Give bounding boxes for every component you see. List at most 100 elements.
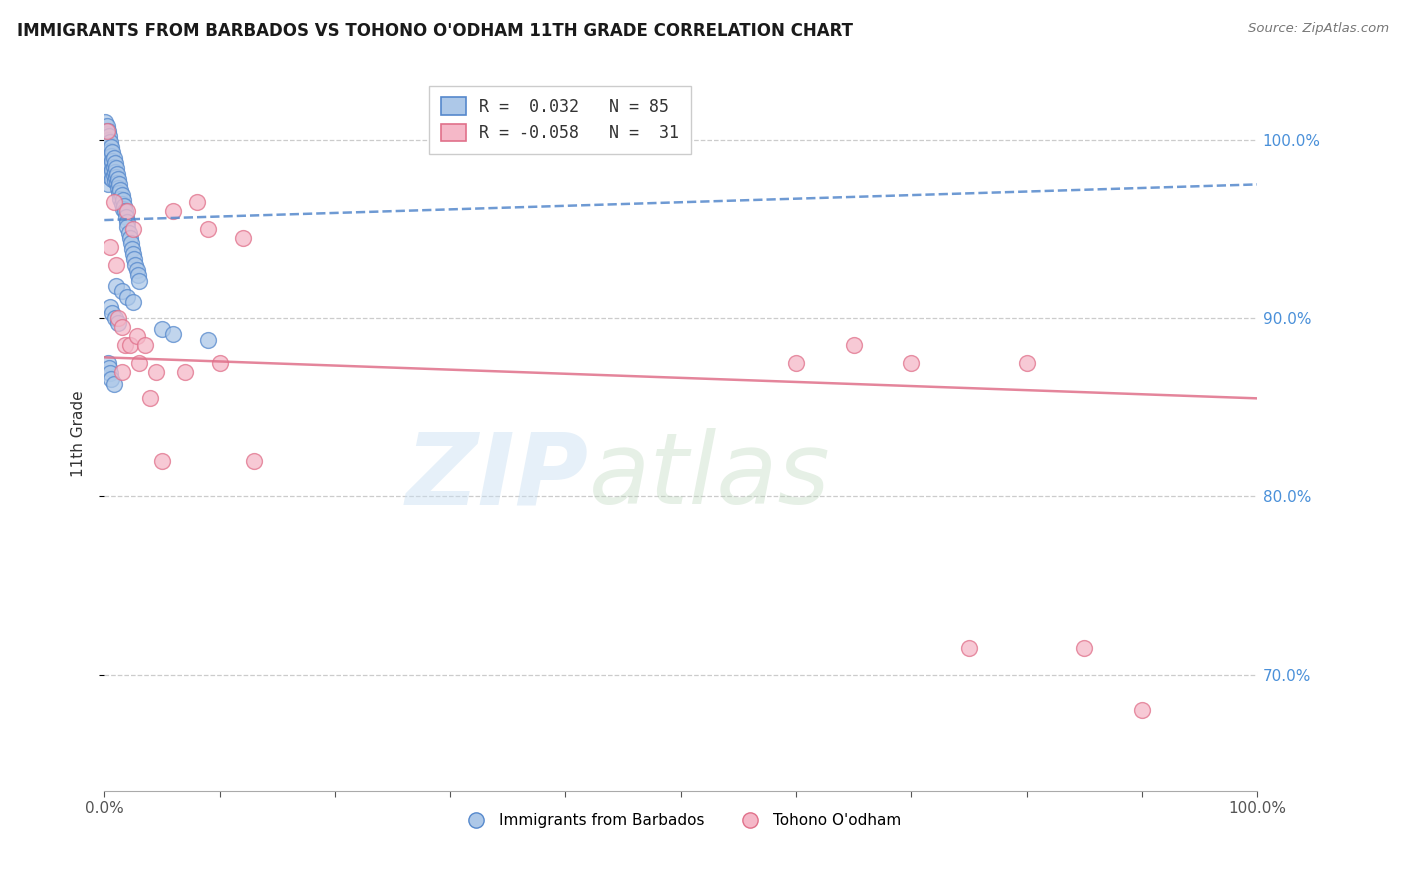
Point — [97, 165, 120, 179]
Point — [107, 311, 129, 326]
Point — [100, 149, 122, 163]
Point — [150, 322, 173, 336]
Point — [110, 197, 132, 211]
Point — [112, 199, 135, 213]
Point — [94, 133, 117, 147]
Point — [100, 372, 122, 386]
Point — [97, 178, 120, 192]
Point — [96, 154, 118, 169]
Point — [94, 142, 117, 156]
Point — [104, 165, 127, 179]
Point — [122, 222, 145, 236]
Point — [103, 151, 125, 165]
Point — [104, 161, 127, 176]
Point — [115, 210, 138, 224]
Point — [108, 186, 131, 201]
Point — [97, 142, 120, 156]
Point — [122, 247, 145, 261]
Point — [97, 151, 120, 165]
Point — [98, 170, 121, 185]
Point — [122, 295, 145, 310]
Point — [98, 153, 121, 167]
Point — [117, 290, 139, 304]
Point — [900, 356, 922, 370]
Point — [162, 204, 184, 219]
Point — [110, 192, 132, 206]
Point — [150, 454, 173, 468]
Point — [96, 128, 118, 142]
Point — [101, 163, 124, 178]
Point — [118, 231, 141, 245]
Point — [125, 263, 148, 277]
Point — [127, 268, 149, 283]
Point — [96, 136, 118, 151]
Point — [98, 135, 121, 149]
Point — [124, 258, 146, 272]
Point — [104, 311, 127, 326]
Point — [97, 124, 120, 138]
Text: Source: ZipAtlas.com: Source: ZipAtlas.com — [1249, 22, 1389, 36]
Point — [103, 377, 125, 392]
Point — [117, 215, 139, 229]
Point — [97, 133, 120, 147]
Point — [1015, 356, 1038, 370]
Point — [101, 154, 124, 169]
Point — [128, 274, 150, 288]
Point — [197, 222, 219, 236]
Point — [103, 195, 125, 210]
Point — [110, 320, 132, 334]
Point — [117, 220, 139, 235]
Point — [103, 169, 125, 183]
Point — [104, 174, 127, 188]
Point — [104, 258, 127, 272]
Point — [100, 140, 122, 154]
Point — [785, 356, 807, 370]
Point — [100, 167, 122, 181]
Point — [94, 115, 117, 129]
Point — [98, 301, 121, 315]
Point — [117, 204, 139, 219]
Point — [97, 160, 120, 174]
Point — [97, 356, 120, 370]
Point — [96, 124, 118, 138]
Point — [197, 333, 219, 347]
Point — [98, 144, 121, 158]
Point — [957, 640, 980, 655]
Point — [134, 338, 156, 352]
Point — [98, 240, 121, 254]
Point — [121, 242, 143, 256]
Point — [105, 167, 128, 181]
Point — [122, 252, 145, 267]
Point — [110, 285, 132, 299]
Y-axis label: 11th Grade: 11th Grade — [72, 391, 86, 477]
Point — [94, 124, 117, 138]
Point — [100, 158, 122, 172]
Point — [105, 176, 128, 190]
Point — [114, 204, 136, 219]
Point — [97, 361, 120, 376]
Point — [97, 147, 120, 161]
Point — [186, 195, 208, 210]
Point — [842, 338, 865, 352]
Point — [139, 392, 162, 406]
Point — [118, 338, 141, 352]
Point — [98, 367, 121, 381]
Point — [162, 327, 184, 342]
Point — [1130, 703, 1153, 717]
Point — [111, 194, 134, 208]
Point — [110, 365, 132, 379]
Point — [96, 119, 118, 133]
Text: IMMIGRANTS FROM BARBADOS VS TOHONO O'ODHAM 11TH GRADE CORRELATION CHART: IMMIGRANTS FROM BARBADOS VS TOHONO O'ODH… — [17, 22, 853, 40]
Point — [101, 145, 124, 160]
Point — [107, 317, 129, 331]
Point — [111, 202, 134, 217]
Point — [110, 188, 132, 202]
Point — [208, 356, 231, 370]
Point — [97, 129, 120, 144]
Point — [232, 231, 254, 245]
Point — [125, 329, 148, 343]
Point — [101, 172, 124, 186]
Point — [117, 226, 139, 240]
Point — [97, 169, 120, 183]
Point — [98, 161, 121, 176]
